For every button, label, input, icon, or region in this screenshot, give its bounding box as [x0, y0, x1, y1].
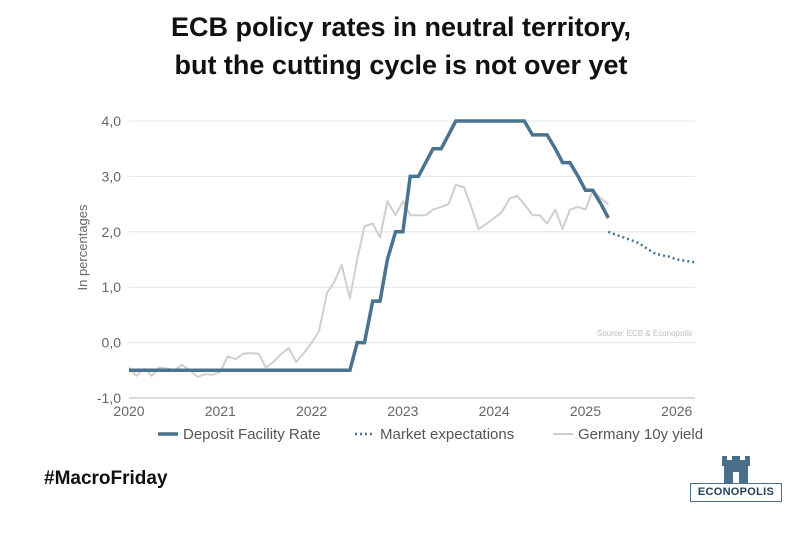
y-tick-label: 2,0	[102, 224, 122, 240]
x-tick-label: 2023	[387, 403, 418, 419]
x-tick-label: 2021	[205, 403, 236, 419]
legend-label: Deposit Facility Rate	[183, 426, 321, 443]
econopolis-logo: ECONOPOLIS	[690, 454, 782, 504]
y-tick-label: 4,0	[102, 113, 122, 129]
y-tick-label: 0,0	[102, 335, 122, 351]
legend-label: Market expectations	[380, 426, 514, 443]
hashtag-label: #MacroFriday	[44, 468, 168, 489]
y-tick-label: -1,0	[97, 390, 121, 406]
title-line-1: ECB policy rates in neutral territory,	[170, 12, 632, 42]
series-line-deposit-facility-rate	[129, 119, 610, 373]
series-line-market-expectations	[607, 230, 696, 264]
title-line-2: but the cutting cycle is not over yet	[174, 50, 628, 80]
x-tick-label: 2026	[661, 403, 692, 419]
series-line-germany-10y-yield	[128, 183, 609, 378]
x-tick-label: 2024	[479, 403, 510, 419]
x-tick-label: 2022	[296, 403, 327, 419]
y-tick-label: 1,0	[102, 279, 122, 295]
chart-title: ECB policy rates in neutral territory, b…	[0, 8, 802, 84]
source-note: Source: ECB & Econopolis	[597, 329, 692, 338]
y-axis-label: In percentages	[75, 204, 90, 291]
x-tick-label: 2025	[570, 403, 601, 419]
legend-label: Germany 10y yield	[578, 426, 703, 443]
y-tick-label: 3,0	[102, 168, 122, 184]
castle-tower-icon	[722, 456, 750, 483]
x-tick-label: 2020	[113, 403, 144, 419]
logo-text: ECONOPOLIS	[690, 483, 782, 502]
